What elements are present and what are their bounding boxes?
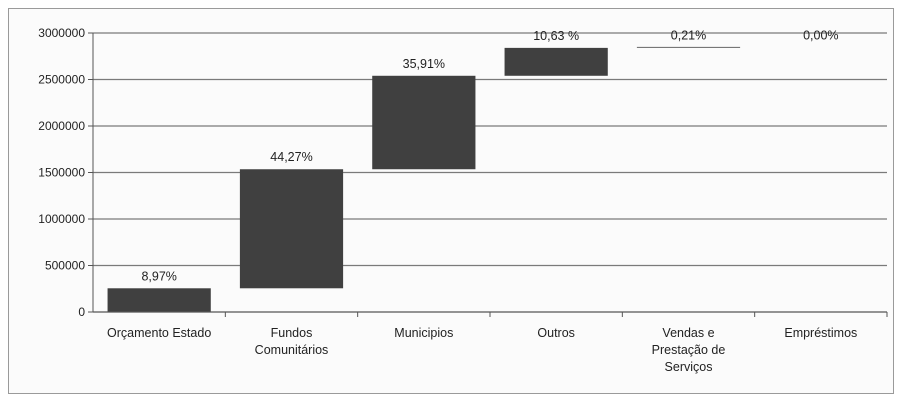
bar	[372, 75, 476, 170]
x-tick-label: Municipios	[394, 326, 453, 340]
y-tick-label: 0	[78, 305, 85, 319]
chart-frame	[8, 8, 894, 394]
x-tick-label: Fundos Comunitários	[255, 326, 329, 357]
data-label: 10,63 %	[533, 29, 579, 43]
data-label: 44,27%	[270, 150, 312, 164]
bar	[504, 47, 608, 76]
data-label: 0,00%	[803, 28, 838, 42]
y-tick-label: 1000000	[38, 212, 85, 226]
data-label: 8,97%	[141, 269, 176, 283]
bar	[107, 288, 211, 312]
x-tick-label: Empréstimos	[784, 326, 857, 340]
x-tick-label: Orçamento Estado	[107, 326, 211, 340]
x-tick-label: Vendas e Prestação de Serviços	[652, 326, 726, 374]
data-label: 35,91%	[403, 57, 445, 71]
y-axis: 0 500000 1000000 1500000 2000000 2500000 30000…	[38, 26, 94, 319]
data-label: 0,21%	[671, 28, 706, 42]
gridlines	[93, 32, 887, 267]
bars	[107, 46, 741, 312]
x-axis: Orçamento Estado Fundos Comunitários Munici…	[93, 311, 888, 374]
data-labels: 8,97% 44,27% 35,91% 10,63 % 0,21% 0,00%	[141, 28, 838, 283]
y-tick-label: 3000000	[38, 26, 85, 40]
y-tick-label: 1500000	[38, 166, 85, 180]
y-tick-label: 2000000	[38, 119, 85, 133]
y-tick-label: 2500000	[38, 73, 85, 87]
y-tick-label: 500000	[45, 259, 85, 273]
x-tick-label: Outros	[537, 326, 575, 340]
bar	[239, 169, 344, 289]
